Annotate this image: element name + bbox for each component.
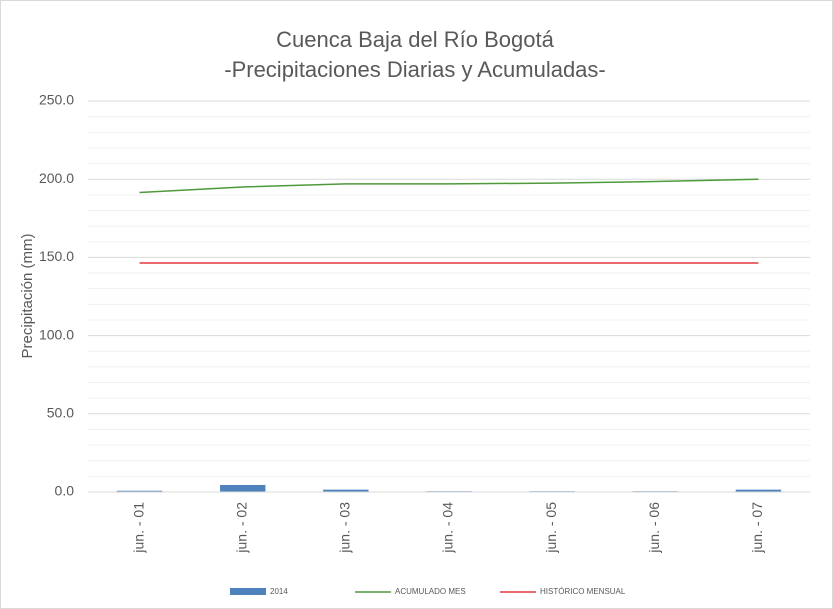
y-tick-label: 100.0 [39,326,74,342]
chart-title: Cuenca Baja del Río Bogotá [276,27,554,52]
y-tick-label: 200.0 [39,170,74,186]
y-tick-label: 0.0 [55,483,75,499]
x-tick-label: jun. - 01 [130,502,146,554]
x-tick-label: jun. - 07 [749,502,765,554]
x-tick-label: jun. - 02 [233,502,249,554]
bar [323,489,369,492]
line [139,178,759,194]
bar [220,484,266,492]
y-tick-label: 250.0 [39,92,74,108]
bar [116,490,163,492]
legend-label: 2014 [270,587,288,596]
bar [735,489,782,492]
legend-label: ACUMULADO MES [395,587,466,596]
y-tick-label: 150.0 [39,248,74,264]
legend-swatch [230,588,266,595]
y-axis-label: Precipitación (mm) [19,233,36,358]
chart-subtitle: -Precipitaciones Diarias y Acumuladas- [224,57,606,82]
x-tick-label: jun. - 04 [440,502,456,554]
x-tick-label: jun. - 06 [646,502,662,554]
x-tick-label: jun. - 05 [543,502,559,554]
legend-label: HISTÓRICO MENSUAL [540,587,626,596]
y-tick-label: 50.0 [47,405,74,421]
x-tick-label: jun. - 03 [337,502,353,554]
